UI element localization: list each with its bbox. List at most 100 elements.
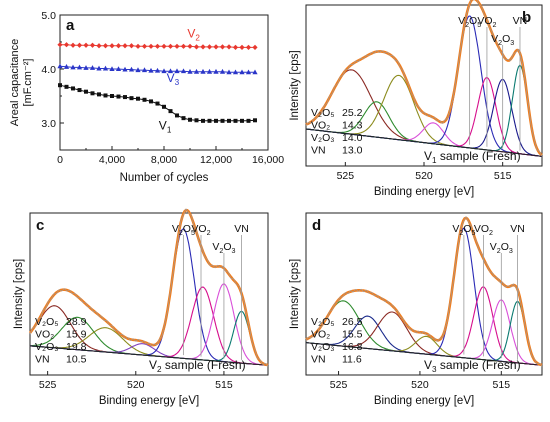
table-value: 15.9 [66, 329, 87, 341]
data-point [116, 94, 121, 99]
data-point [181, 116, 186, 121]
x-axis-label: Binding energy [eV] [374, 395, 474, 407]
plot-frame [305, 212, 543, 376]
table-species: VO₂ [35, 329, 54, 341]
x-tick-label: 8,000 [151, 154, 177, 166]
panel-label: b [522, 9, 531, 26]
data-point [188, 117, 192, 122]
data-point [89, 65, 96, 70]
data-point [240, 118, 244, 123]
data-point [141, 67, 148, 73]
table-value: 16.8 [342, 341, 363, 353]
data-point [193, 68, 200, 74]
panel-a: a 0 4,000 8,000 12,000 16,000 3.0 4.0 5.0 Number … [9, 10, 284, 184]
table-value: 28.9 [66, 316, 87, 328]
x-tick-label: 525 [330, 379, 348, 391]
data-point [136, 96, 140, 101]
series-V2 [57, 42, 258, 50]
data-point [63, 64, 70, 69]
data-point [123, 95, 127, 100]
data-point [226, 44, 232, 50]
x-tick-label: 0 [57, 154, 63, 166]
peak-label: VN [513, 15, 528, 27]
baseline [29, 345, 269, 366]
panel-label: d [312, 217, 321, 234]
y-tick-label: 4.0 [41, 64, 56, 76]
table-species: VN [311, 145, 326, 157]
data-point [161, 43, 167, 49]
y-tick-label: 3.0 [41, 118, 56, 130]
table-species: V₂O₅ [311, 107, 334, 119]
y-axis-label: Intensity [cps] [289, 259, 301, 329]
peak-label: V2O3 [491, 33, 514, 47]
table-species: V₂O₅ [35, 316, 58, 328]
table-value: 19.8 [66, 341, 87, 353]
data-point [129, 96, 134, 101]
data-point [252, 69, 258, 75]
data-point [102, 65, 109, 71]
data-point [83, 42, 89, 48]
data-point [167, 68, 174, 74]
series-label: V1 [159, 118, 172, 134]
data-point [206, 44, 213, 50]
panel-label: a [66, 17, 75, 34]
data-point [115, 66, 122, 71]
data-point [154, 43, 161, 49]
sample-caption: V1 sample (Fresh) [424, 149, 521, 165]
data-point [122, 66, 128, 72]
data-point [213, 68, 219, 74]
data-point [194, 118, 199, 123]
data-point [187, 43, 193, 49]
data-point [219, 44, 226, 50]
y-tick-label: 5.0 [41, 10, 56, 22]
data-point [76, 64, 83, 70]
x-tick-label: 515 [493, 379, 511, 391]
data-point [154, 67, 161, 73]
data-point [168, 109, 173, 114]
data-point [76, 42, 83, 48]
data-point [109, 43, 115, 49]
table-value: 14.0 [342, 132, 363, 144]
data-point [128, 43, 135, 49]
data-point [180, 68, 187, 74]
data-point [64, 84, 69, 89]
data-point [200, 68, 206, 74]
plot-frame [29, 212, 269, 376]
sample-caption: V3 sample (Fresh) [424, 358, 521, 374]
x-axis-label: Number of cycles [120, 172, 209, 184]
envelope-fit [28, 208, 269, 367]
data-point [57, 42, 63, 48]
table-value: 14.3 [342, 120, 363, 132]
data-point [206, 68, 213, 74]
data-point [246, 118, 251, 123]
data-point [174, 43, 180, 49]
data-point [135, 67, 141, 73]
data-point [213, 44, 219, 50]
data-point [63, 42, 70, 48]
data-point [232, 44, 239, 50]
table-species: VO₂ [311, 329, 330, 341]
table-species: VO₂ [311, 120, 330, 132]
data-point [115, 43, 122, 49]
data-point [252, 44, 258, 50]
data-point [239, 69, 245, 75]
data-point [233, 118, 238, 123]
data-point [103, 93, 108, 98]
peak-label: VO2 [477, 15, 496, 29]
series-V3 [57, 63, 258, 75]
panel-label: c [36, 217, 44, 234]
data-point [142, 97, 147, 102]
data-point [219, 68, 226, 74]
x-tick-label: 525 [337, 170, 355, 182]
table-value: 10.5 [66, 354, 87, 366]
data-point [187, 68, 193, 74]
data-point [71, 86, 75, 91]
x-tick-label: 515 [215, 379, 233, 391]
table-value: 25.2 [342, 107, 363, 119]
data-point [227, 118, 231, 123]
y-axis-label: Intensity [cps] [289, 50, 301, 120]
data-point [214, 118, 218, 123]
data-point [253, 118, 257, 123]
